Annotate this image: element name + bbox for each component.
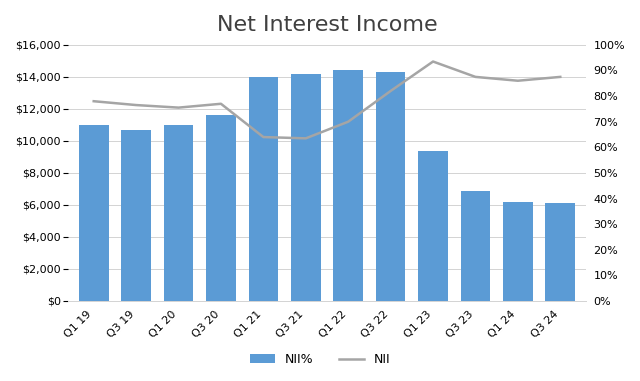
Bar [333, 70, 363, 301]
Bar [122, 130, 151, 301]
Bar [164, 125, 193, 301]
Bar [206, 115, 236, 301]
Bar [503, 202, 532, 301]
Bar [79, 125, 109, 301]
Legend: NII%, NII: NII%, NII [245, 348, 395, 371]
Bar [248, 77, 278, 301]
Bar [291, 74, 321, 301]
Bar [376, 72, 406, 301]
Title: Net Interest Income: Net Interest Income [217, 15, 437, 35]
Bar [461, 190, 490, 301]
Bar [418, 150, 448, 301]
Bar [545, 203, 575, 301]
